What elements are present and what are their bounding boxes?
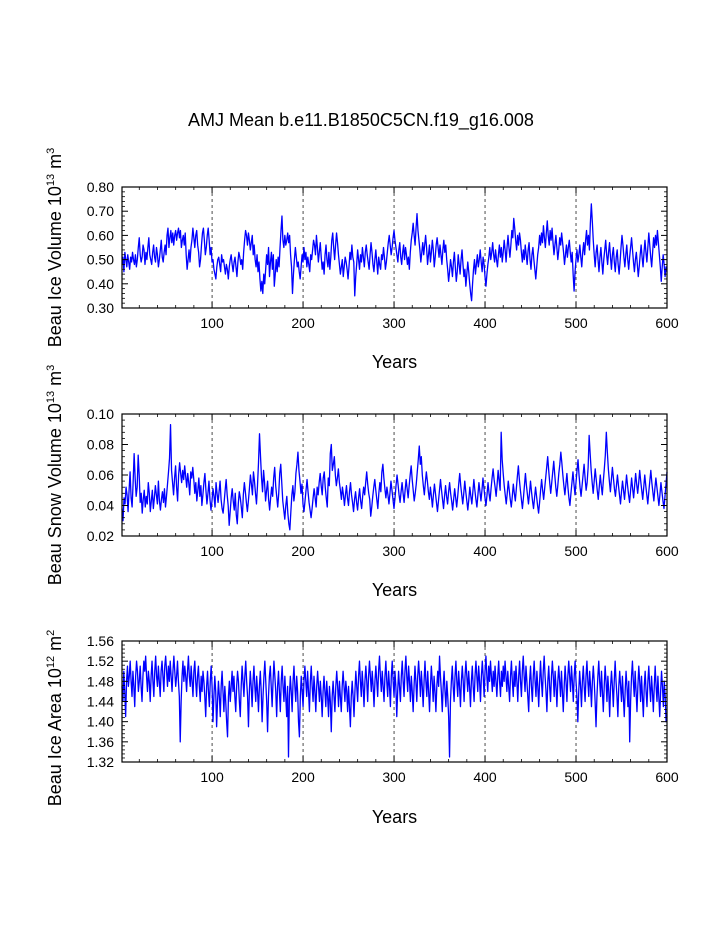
x-tick-label: 200 (291, 315, 315, 331)
axes-ice-area: 100 200 300 400 500 600 1.32 1.36 1.40 1.44 1.48 1.… (87, 633, 679, 785)
y-tick-label: 0.10 (87, 406, 114, 422)
ylabel-exponent: 12 (45, 656, 57, 668)
y-tick-label: 1.52 (87, 653, 114, 669)
ylabel-unit: m (45, 154, 65, 174)
chart-title: AMJ Mean b.e11.B1850C5CN.f19_g16.008 (188, 110, 534, 131)
y-tick-label: 0.70 (87, 203, 114, 219)
ylabel-text: Beau Snow Volume 10 (45, 403, 65, 585)
y-tick-label: 1.48 (87, 673, 114, 689)
ylabel-unit: m (45, 371, 65, 391)
x-tick-label: 200 (291, 769, 315, 785)
ylabel-exponent: 13 (45, 391, 57, 403)
grid-ice-volume (211, 187, 577, 308)
y-tick-label: 1.56 (87, 633, 114, 649)
y-tick-label: 0.30 (87, 300, 114, 316)
x-tick-label: 400 (473, 315, 497, 331)
x-tick-label: 100 (200, 315, 224, 331)
x-tick-label: 200 (291, 543, 315, 559)
y-tick-label: 0.04 (87, 498, 114, 514)
xlabel-ice-volume: Years (372, 352, 417, 372)
y-tick-label: 1.44 (87, 694, 114, 710)
ylabel-text: Beau Ice Area 10 (45, 668, 65, 806)
y-tick-label: 0.50 (87, 252, 114, 268)
x-tick-label: 500 (564, 315, 588, 331)
x-tick-label: 500 (564, 543, 588, 559)
ylabel-unit-exponent: 3 (45, 148, 57, 154)
y-tick-label: 0.08 (87, 437, 114, 453)
x-tick-label: 300 (382, 543, 406, 559)
x-tick-label: 600 (655, 543, 679, 559)
panel-snow-volume: 100 200 300 400 500 600 0.02 0.04 0.06 0.08 0.10 Y… (45, 365, 679, 600)
ylabel-ice-area: Beau Ice Area 1012 m2 (45, 630, 65, 806)
x-tick-label: 300 (382, 769, 406, 785)
y-tick-label: 1.36 (87, 734, 114, 750)
x-tick-label: 100 (200, 769, 224, 785)
panel-ice-area: 100 200 300 400 500 600 1.32 1.36 1.40 1.44 1.48 1.… (45, 630, 679, 827)
y-tick-label: 1.40 (87, 714, 114, 730)
axes-snow-volume: 100 200 300 400 500 600 0.02 0.04 0.06 0.08 0.10 (87, 406, 679, 559)
y-tick-label: 0.02 (87, 528, 114, 544)
x-tick-label: 300 (382, 315, 406, 331)
ylabel-unit: m (45, 636, 65, 656)
series-line-ice-volume (121, 203, 668, 302)
y-tick-label: 0.40 (87, 276, 114, 292)
panel-ice-volume: 100 200 300 400 500 600 0.30 0.40 0.50 0.60 0.70 0.… (45, 148, 679, 372)
ylabel-exponent: 13 (45, 174, 57, 186)
ylabel-text: Beau Ice Volume 10 (45, 186, 65, 347)
series-line-ice-area (121, 655, 668, 758)
axes-ice-volume: 100 200 300 400 500 600 0.30 0.40 0.50 0.60 0.70 0.… (87, 179, 679, 331)
x-tick-label: 600 (655, 769, 679, 785)
y-tick-label: 0.80 (87, 179, 114, 195)
x-tick-label: 600 (655, 315, 679, 331)
ylabel-unit-exponent: 3 (45, 365, 57, 371)
xlabel-snow-volume: Years (372, 580, 417, 600)
series-line-snow-volume (121, 424, 668, 531)
y-tick-label: 0.60 (87, 227, 114, 243)
ylabel-unit-exponent: 2 (45, 630, 57, 636)
y-tick-label: 1.32 (87, 754, 114, 770)
x-tick-label: 400 (473, 769, 497, 785)
x-tick-label: 100 (200, 543, 224, 559)
ylabel-snow-volume: Beau Snow Volume 1013 m3 (45, 365, 65, 586)
grid-snow-volume (211, 414, 577, 536)
y-tick-label: 0.06 (87, 467, 114, 483)
ylabel-ice-volume: Beau Ice Volume 1013 m3 (45, 148, 65, 348)
x-tick-label: 500 (564, 769, 588, 785)
x-tick-label: 400 (473, 543, 497, 559)
xlabel-ice-area: Years (372, 807, 417, 827)
